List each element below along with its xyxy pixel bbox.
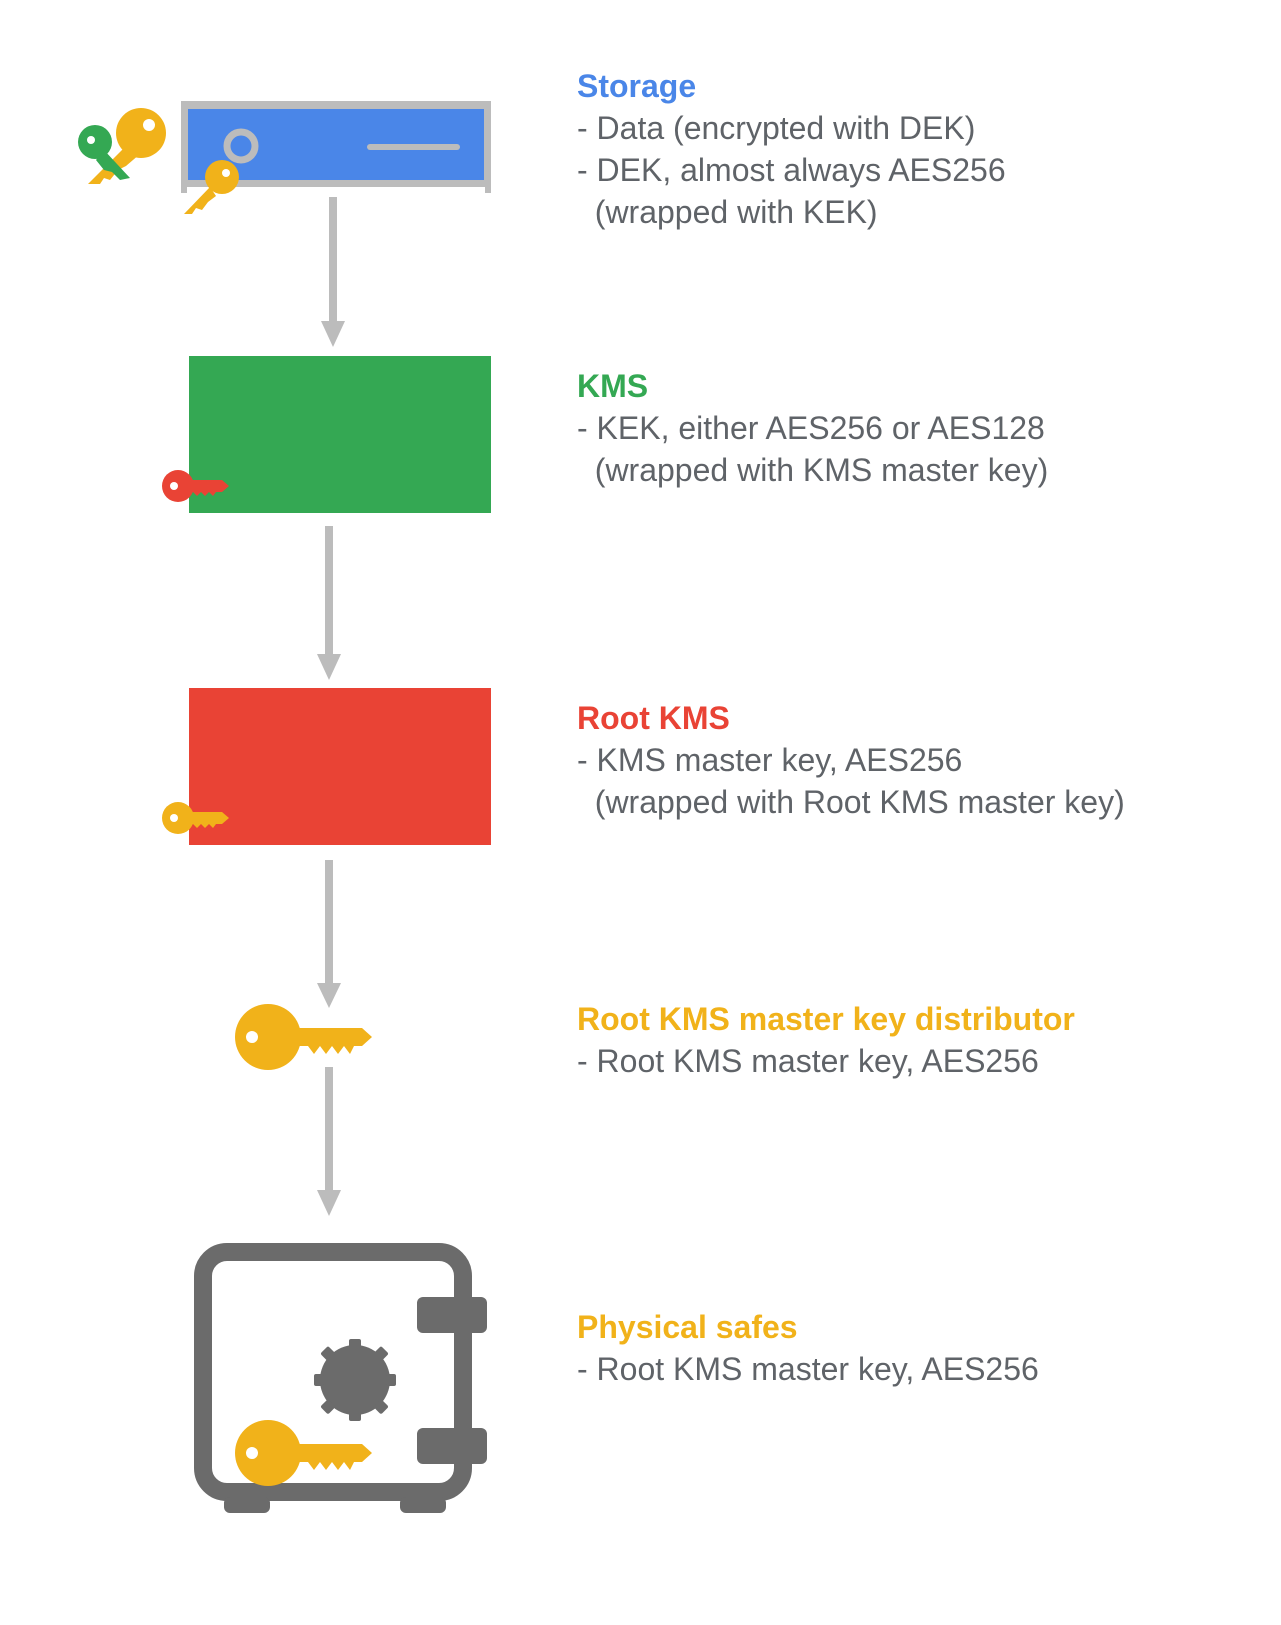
tier-line: (wrapped with Root KMS master key) — [577, 784, 1125, 820]
dek-key-icon — [88, 108, 166, 184]
storage-small-key-icon — [184, 160, 239, 214]
safe-dial-icon — [314, 1339, 396, 1421]
safe-key-icon — [235, 1420, 372, 1486]
kek-key-red-icon — [162, 470, 229, 502]
tier-line: - KEK, either AES256 or AES128 — [577, 410, 1045, 446]
tier-title-root-kms: Root KMS — [577, 700, 730, 736]
storage-description: Storage - Data (encrypted with DEK) - DE… — [577, 65, 1267, 233]
tier-title-physical-safes: Physical safes — [577, 1309, 798, 1345]
distributor-description: Root KMS master key distributor - Root K… — [577, 998, 1267, 1082]
root-kms-description: Root KMS - KMS master key, AES256 (wrapp… — [577, 697, 1267, 823]
tier-line: - Root KMS master key, AES256 — [577, 1351, 1039, 1387]
arrow-storage-to-kms — [321, 197, 345, 347]
tier-title-kms: KMS — [577, 368, 649, 404]
physical-safes-description: Physical safes - Root KMS master key, AE… — [577, 1306, 1267, 1390]
tier-line: - Root KMS master key, AES256 — [577, 1043, 1039, 1079]
tier-line: (wrapped with KMS master key) — [577, 452, 1049, 488]
kek-key-green-icon — [78, 125, 130, 180]
kms-box-icon — [189, 356, 491, 513]
tier-line: - KMS master key, AES256 — [577, 742, 963, 778]
arrow-root-kms-to-distributor — [317, 860, 341, 1008]
tier-title-distributor: Root KMS master key distributor — [577, 1001, 1075, 1037]
tier-line: - DEK, almost always AES256 — [577, 152, 1006, 188]
arrow-kms-to-root-kms — [317, 526, 341, 680]
tier-line: - Data (encrypted with DEK) — [577, 110, 976, 146]
key-icon — [235, 1004, 372, 1070]
root-kms-box-icon — [189, 688, 491, 845]
arrow-distributor-to-safe — [317, 1067, 341, 1216]
safe-icon — [194, 1243, 487, 1513]
tier-title-storage: Storage — [577, 68, 697, 104]
tier-line: (wrapped with KEK) — [577, 194, 878, 230]
kms-master-key-icon — [162, 802, 229, 834]
kms-description: KMS - KEK, either AES256 or AES128 (wrap… — [577, 365, 1267, 491]
